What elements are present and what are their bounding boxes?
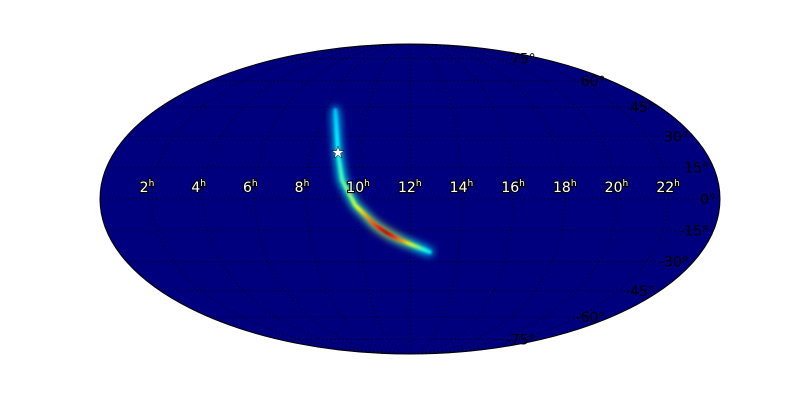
dec-tick-label: 60° <box>581 74 606 90</box>
dec-tick-label: -15° <box>679 224 709 240</box>
ra-hour: 18 <box>553 180 571 196</box>
ra-hour: 8 <box>295 180 304 196</box>
ra-hour: 14 <box>450 180 468 196</box>
ra-unit: h <box>467 179 473 189</box>
ra-hour: 22 <box>656 180 674 196</box>
ra-hour: 6 <box>243 180 252 196</box>
dec-tick-label: 0° <box>700 192 716 208</box>
dec-tick-label: -45° <box>625 284 655 300</box>
ra-hour: 4 <box>191 180 200 196</box>
dec-tick-label: -60° <box>576 310 606 326</box>
ra-unit: h <box>252 179 258 189</box>
ra-hour: 2 <box>140 180 149 196</box>
ra-unit: h <box>304 179 310 189</box>
map-background <box>100 44 720 354</box>
ra-unit: h <box>200 179 206 189</box>
ra-hour: 12 <box>398 180 416 196</box>
ra-unit: h <box>622 179 628 189</box>
ra-hour: 16 <box>501 180 519 196</box>
dec-tick-label: 45° <box>630 100 655 116</box>
ra-hour: 10 <box>346 180 364 196</box>
ra-unit: h <box>364 179 370 189</box>
ra-hour: 20 <box>605 180 623 196</box>
dec-tick-label: -30° <box>659 255 689 271</box>
ra-unit: h <box>416 179 422 189</box>
ra-unit: h <box>519 179 525 189</box>
dec-tick-label: -75° <box>506 332 536 348</box>
ra-unit: h <box>149 179 155 189</box>
dec-tick-label: 15° <box>684 160 709 176</box>
dec-tick-label: 30° <box>664 129 689 145</box>
dec-tick-label: 75° <box>511 52 536 68</box>
ra-unit: h <box>674 179 680 189</box>
ra-unit: h <box>571 179 577 189</box>
arc-segment <box>426 251 430 253</box>
